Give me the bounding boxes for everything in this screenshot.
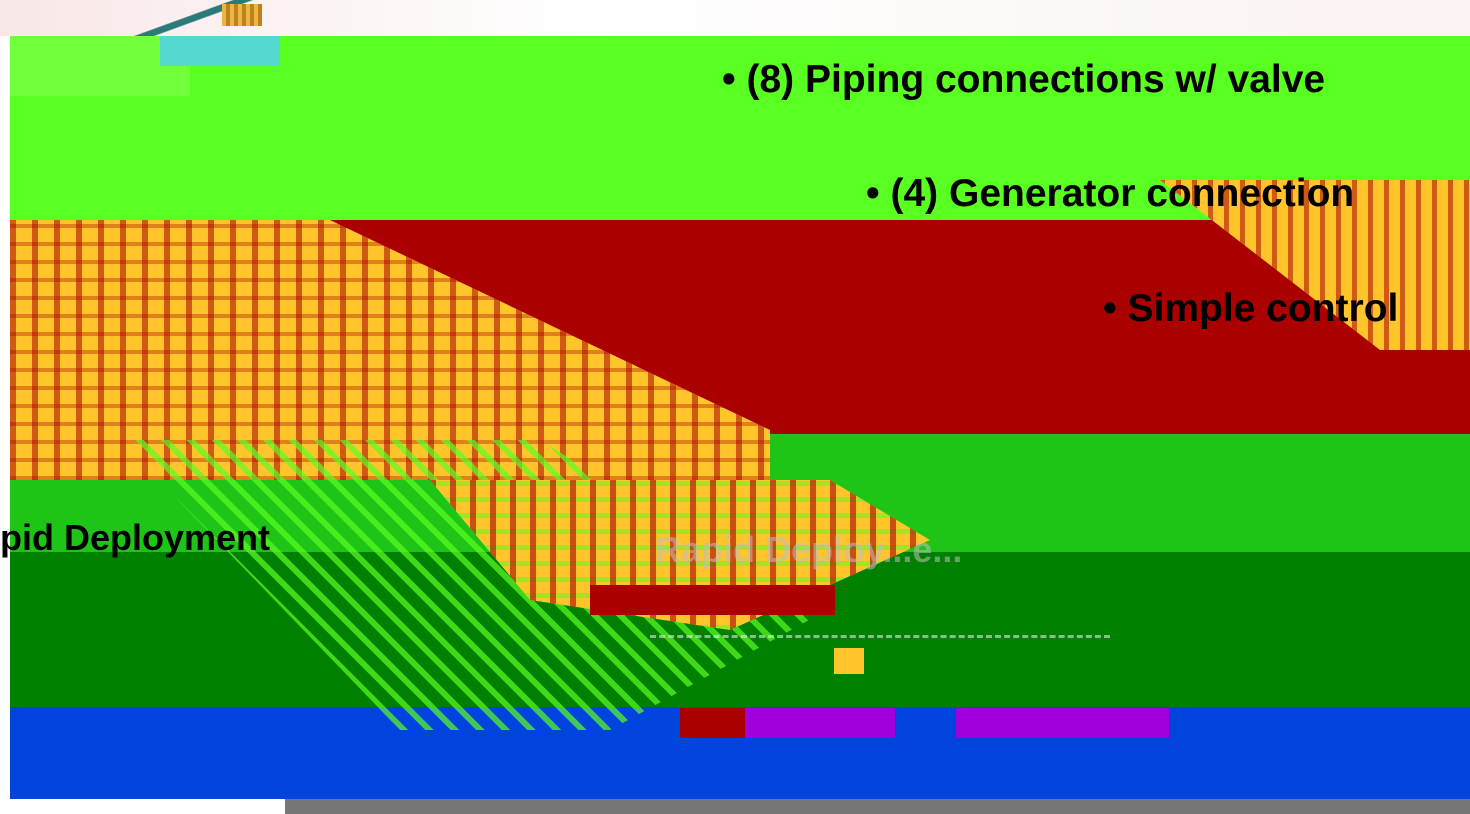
bullet-piping: • (8) Piping connections w/ valve	[722, 58, 1326, 101]
ghost-deployment-label: Rapid Deploy...e...	[655, 529, 963, 570]
red-swatch-bottom	[680, 708, 745, 738]
top-logo-badge	[222, 4, 262, 26]
purple-swatch-left	[745, 708, 895, 738]
deployment-label: pid Deployment	[0, 517, 271, 558]
yellow-swatch-small	[834, 648, 864, 674]
top-logo	[100, 0, 330, 36]
cyan-patch	[160, 36, 280, 66]
bullet-controls: • Simple control	[1103, 287, 1399, 330]
red-swatch-center	[590, 585, 835, 615]
ghost-divider	[650, 635, 1110, 638]
purple-swatch-right	[956, 708, 1169, 738]
bullet-generator: • (4) Generator connection	[866, 172, 1355, 215]
gray-strip	[285, 799, 1470, 814]
